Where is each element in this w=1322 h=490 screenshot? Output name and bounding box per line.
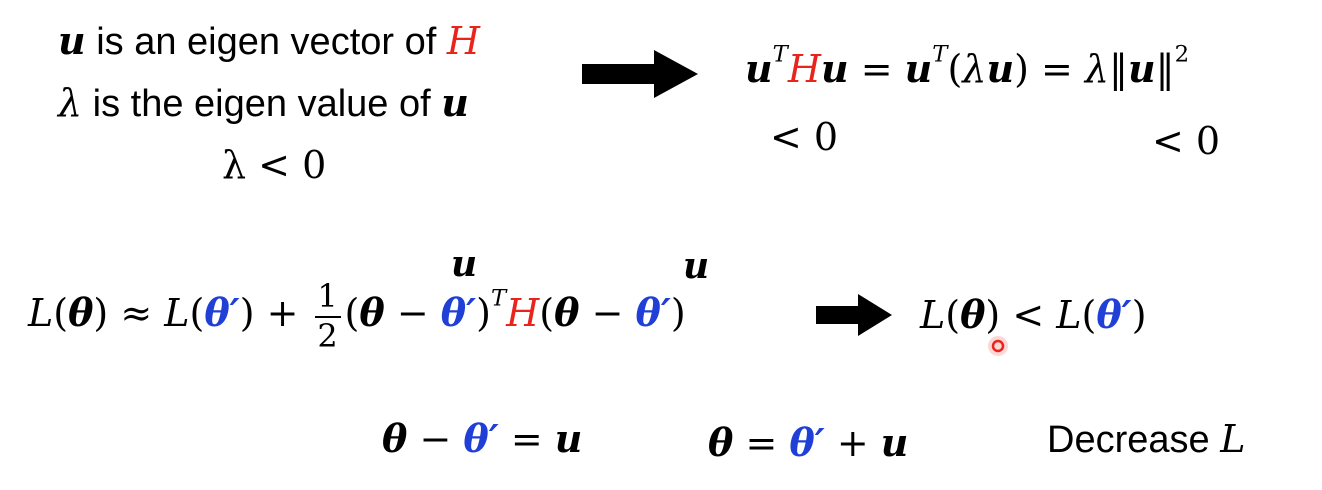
symbol-lambda: λ [1084,47,1110,91]
symbol-u: u [986,46,1015,91]
quadratic-form-equation: uTHu = uT(λu) = λ‖u‖2 [745,41,1190,91]
pointer-cursor-icon [988,336,1008,356]
difference-equals-u: θ − θ′ = u [382,416,583,461]
symbol-L: L [1220,417,1246,461]
symbol-u: u [58,18,86,63]
update-rule-equation: θ = θ′ + u [708,420,909,465]
symbol-L: L [28,291,54,336]
denominator: 2 [317,316,338,355]
symbol-theta-prime: θ′ [789,420,825,465]
right-arrow-icon [816,294,892,336]
decrease-text: Decrease [1047,419,1221,461]
symbol-theta: θ [554,290,580,336]
symbol-L: L [920,293,946,337]
annotation-less-than-zero-1: < 0 [770,115,839,159]
symbol-lambda: λ [962,47,987,91]
symbol-u: u [1128,46,1156,91]
label-u-second: u [683,245,710,287]
statement-lambda-negative: λ < 0 [222,143,327,187]
symbol-u: u [821,46,849,91]
symbol-u: u [904,46,933,91]
symbol-L: L [164,291,190,336]
superscript-2: 2 [1174,41,1190,68]
symbol-theta-prime: θ′ [1096,292,1132,337]
taylor-expansion-equation: L(θ) ≈ L(θ′) + 1 2 (θ − θ′)TH(θ − θ′) [28,277,686,355]
symbol-u: u [880,420,909,465]
statement-text: is the eigen value of [82,83,442,125]
decrease-L-note: Decrease L [1047,420,1245,459]
symbol-L: L [1056,293,1082,337]
symbol-u: u [745,46,773,91]
superscript-T: T [932,41,948,68]
right-arrow-icon [582,50,698,98]
loss-decrease-inequality: L(θ) < L(θ′) [920,292,1147,337]
symbol-H: H [787,47,821,91]
symbol-theta: θ [68,290,94,336]
symbol-H: H [446,19,480,63]
superscript-T: T [772,41,788,68]
symbol-theta: θ [708,420,734,465]
statement-text: is an eigen vector of [85,21,447,63]
superscript-T: T [490,285,507,312]
numerator: 1 [317,277,338,315]
symbol-theta: θ [359,290,385,336]
statement-eigenvalue: λ is the eigen value of u [58,81,469,125]
symbol-theta-prime: θ′ [635,290,671,336]
symbol-theta-prime: θ′ [463,416,499,461]
symbol-theta-prime: θ′ [204,290,240,336]
symbol-theta: θ [960,292,986,337]
symbol-lambda: λ [58,81,83,125]
symbol-u: u [554,416,583,461]
label-u-first: u [451,243,478,285]
statement-eigenvector: u is an eigen vector of H [58,19,480,63]
symbol-theta: θ [382,416,408,461]
annotation-less-than-zero-2: < 0 [1152,119,1221,163]
symbol-theta-prime: θ′ [440,290,477,336]
symbol-H: H [506,291,540,336]
symbol-u: u [441,80,469,125]
